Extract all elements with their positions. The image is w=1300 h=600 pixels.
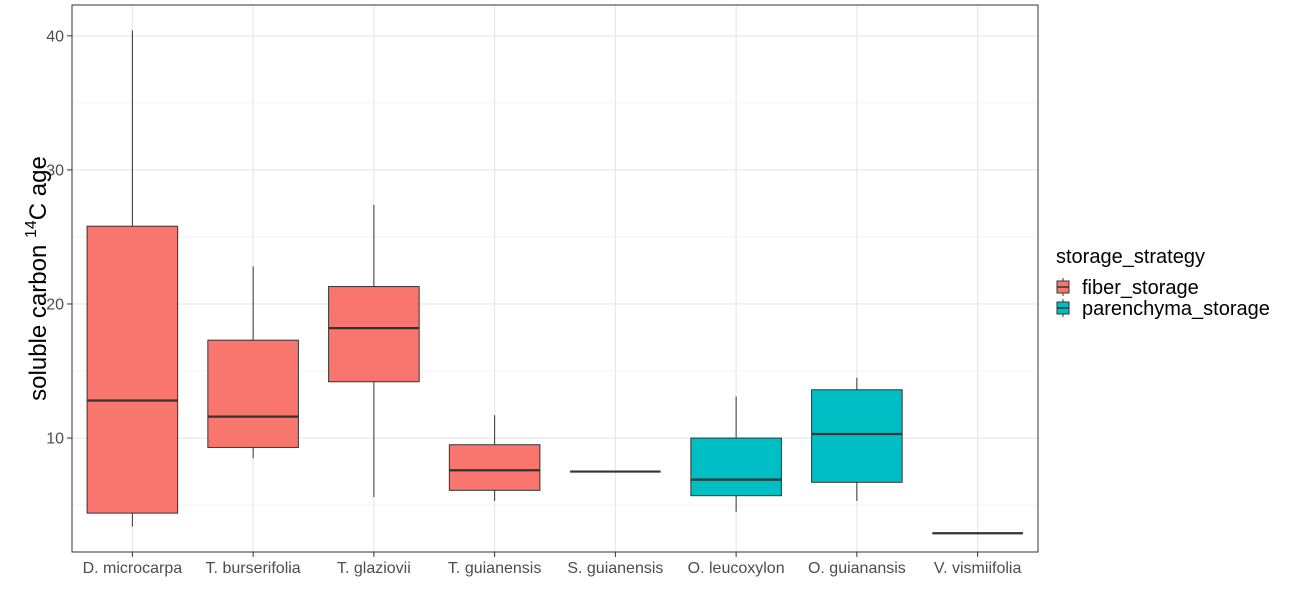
legend-item: parenchyma_storage — [1056, 298, 1270, 320]
y-tick-label: 40 — [46, 28, 64, 45]
legend-label: fiber_storage — [1082, 277, 1199, 299]
legend-label: parenchyma_storage — [1082, 298, 1270, 320]
box — [690, 437, 782, 497]
y-label-suffix: C age — [25, 156, 52, 220]
x-tick-label: O. guianansis — [808, 560, 906, 577]
box — [448, 444, 541, 491]
y-tick-label: 30 — [46, 162, 64, 179]
y-label-prefix: soluble carbon — [25, 238, 52, 401]
legend-title: storage_strategy — [1056, 246, 1205, 268]
panel-border — [71, 4, 1039, 553]
box — [86, 225, 179, 514]
box-group — [690, 396, 782, 512]
legend-item: fiber_storage — [1056, 277, 1199, 299]
y-label-superscript: 14 — [23, 220, 40, 238]
box — [328, 286, 420, 383]
x-tick-label: O. leucoxylon — [688, 560, 785, 577]
y-axis: 10 20 30 40 — [46, 28, 72, 448]
box-group — [811, 377, 903, 502]
y-tick-label: 20 — [46, 296, 64, 313]
x-tick-label: T. guianensis — [448, 560, 541, 577]
box-group — [328, 204, 420, 498]
box — [207, 339, 299, 448]
box — [811, 389, 903, 483]
box-group — [86, 30, 179, 527]
x-tick-label: D. microcarpa — [83, 560, 183, 577]
x-tick-label: T. burserifolia — [206, 560, 301, 577]
x-tick-label: T. glaziovii — [337, 560, 411, 577]
legend: storage_strategy fiber_storageparenchyma… — [1056, 246, 1270, 320]
boxes — [86, 30, 1023, 535]
x-axis: D. microcarpa T. burserifolia T. glaziovii… — [83, 552, 1022, 577]
y-axis-label: soluble carbon 14C age — [23, 156, 52, 401]
y-tick-label: 10 — [46, 431, 64, 448]
box-group — [448, 415, 541, 502]
box-group — [207, 266, 299, 459]
x-tick-label: V. vismiifolia — [934, 560, 1022, 577]
x-tick-label: S. guianensis — [567, 560, 663, 577]
